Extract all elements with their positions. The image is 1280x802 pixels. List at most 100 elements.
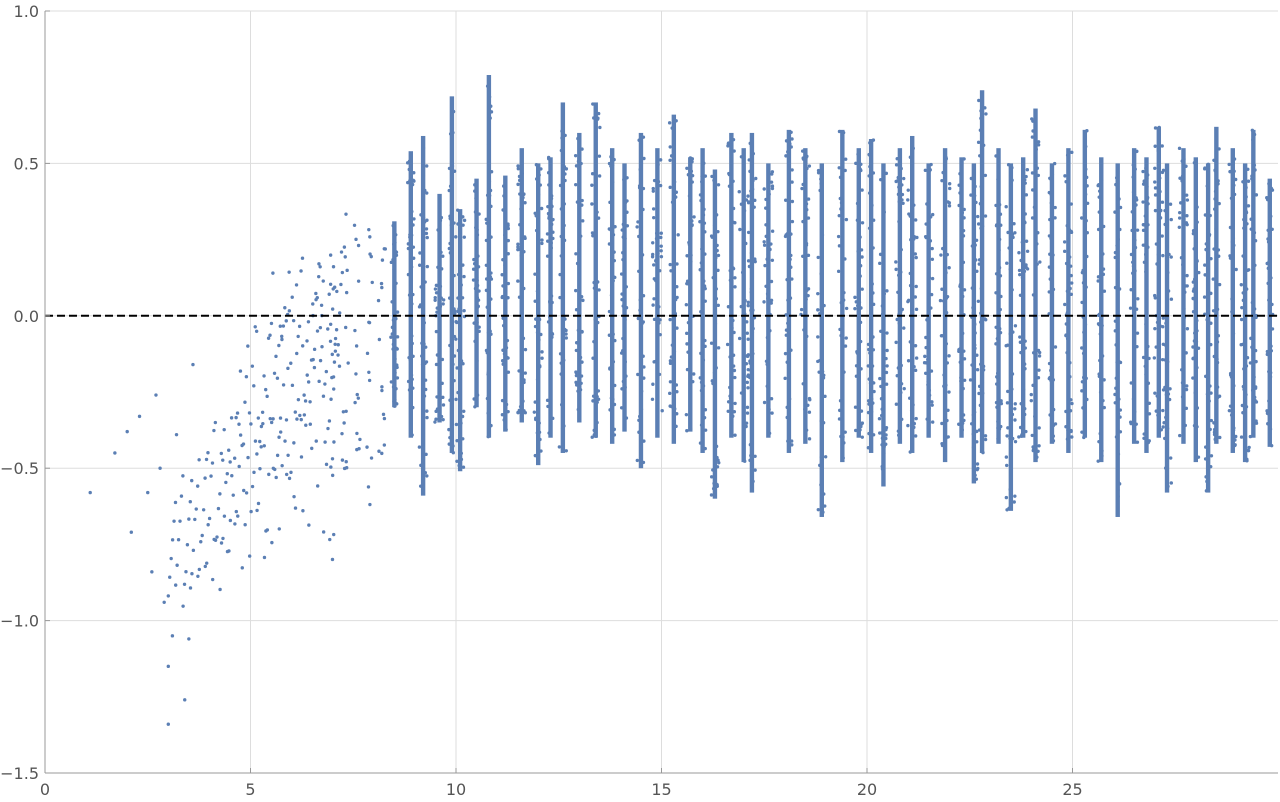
data-point: [337, 311, 342, 315]
data-point: [769, 298, 774, 303]
data-point: [306, 320, 311, 324]
data-point: [340, 270, 345, 275]
data-point: [380, 451, 384, 456]
data-point: [709, 475, 714, 479]
data-point: [676, 233, 680, 237]
data-point: [854, 428, 858, 433]
data-point: [844, 157, 848, 161]
data-point: [213, 420, 218, 425]
data-point: [433, 287, 438, 291]
data-point: [652, 277, 657, 281]
data-point: [314, 439, 318, 443]
data-point: [293, 506, 298, 510]
data-point: [1153, 180, 1157, 184]
data-point: [660, 409, 664, 413]
data-point: [291, 318, 296, 323]
data-point: [884, 382, 889, 386]
data-point: [441, 254, 445, 258]
data-point: [717, 461, 721, 465]
data-point: [1160, 234, 1164, 238]
data-point: [860, 255, 864, 259]
data-point: [913, 295, 918, 299]
data-point: [328, 253, 333, 257]
data-point: [506, 370, 511, 374]
data-point: [339, 250, 344, 254]
data-point: [913, 218, 918, 222]
data-point: [219, 451, 224, 456]
data-point: [299, 455, 304, 459]
data-point: [885, 364, 889, 368]
data-band: [729, 132, 734, 438]
data-point: [369, 456, 374, 460]
data-point: [923, 168, 928, 173]
data-point: [738, 227, 742, 232]
data-band: [408, 151, 413, 438]
grid: [45, 10, 1278, 773]
data-point: [651, 207, 656, 211]
data-band: [959, 157, 964, 438]
data-band: [577, 132, 582, 423]
data-point: [382, 416, 387, 421]
data-point: [261, 421, 265, 426]
data-point: [342, 245, 347, 249]
data-point: [255, 508, 259, 513]
data-point: [262, 555, 267, 560]
data-point: [354, 237, 358, 242]
data-point: [939, 334, 944, 338]
data-point: [292, 441, 296, 445]
data-point: [1185, 273, 1189, 278]
data-point: [357, 447, 361, 451]
data-point: [976, 299, 981, 303]
data-point: [273, 467, 277, 472]
data-point: [328, 282, 333, 287]
data-point: [902, 176, 906, 181]
x-tick-label: 25: [1062, 780, 1082, 799]
data-point: [284, 418, 289, 422]
data-point: [1184, 193, 1189, 197]
data-point: [516, 410, 520, 415]
data-point: [1029, 398, 1034, 403]
data-point: [344, 466, 349, 470]
data-point: [166, 594, 170, 598]
data-point: [454, 235, 458, 239]
data-point: [500, 295, 504, 300]
data-band: [786, 129, 792, 453]
data-point: [367, 370, 371, 374]
data-band: [688, 157, 693, 432]
data-point: [434, 362, 439, 367]
data-point: [769, 279, 774, 284]
data-point: [312, 365, 317, 370]
data-point: [685, 254, 689, 258]
data-point: [1160, 357, 1165, 362]
data-point: [1096, 459, 1100, 463]
data-point: [355, 431, 359, 436]
data-point: [259, 445, 263, 449]
data-point: [260, 410, 265, 415]
data-point: [1053, 205, 1057, 210]
data-point: [685, 429, 689, 433]
data-point: [1029, 392, 1033, 397]
data-point: [425, 191, 429, 195]
data-point: [1161, 253, 1165, 258]
data-point: [441, 403, 446, 407]
data-band: [1144, 157, 1149, 453]
data-point: [219, 541, 224, 545]
data-point: [1017, 435, 1021, 439]
data-point: [597, 154, 602, 158]
data-point: [278, 416, 283, 420]
data-point: [254, 329, 259, 334]
data-point: [651, 303, 655, 307]
data-point: [914, 356, 919, 360]
data-point: [246, 455, 250, 460]
data-point: [238, 369, 243, 373]
data-point: [598, 125, 602, 130]
data-series: [88, 75, 1275, 726]
data-point: [243, 400, 247, 404]
data-band: [1205, 163, 1211, 493]
data-point: [930, 212, 935, 217]
data-point: [1152, 356, 1157, 360]
data-point: [190, 478, 194, 483]
data-band: [881, 163, 886, 487]
data-point: [540, 350, 544, 354]
data-point: [1025, 168, 1030, 172]
